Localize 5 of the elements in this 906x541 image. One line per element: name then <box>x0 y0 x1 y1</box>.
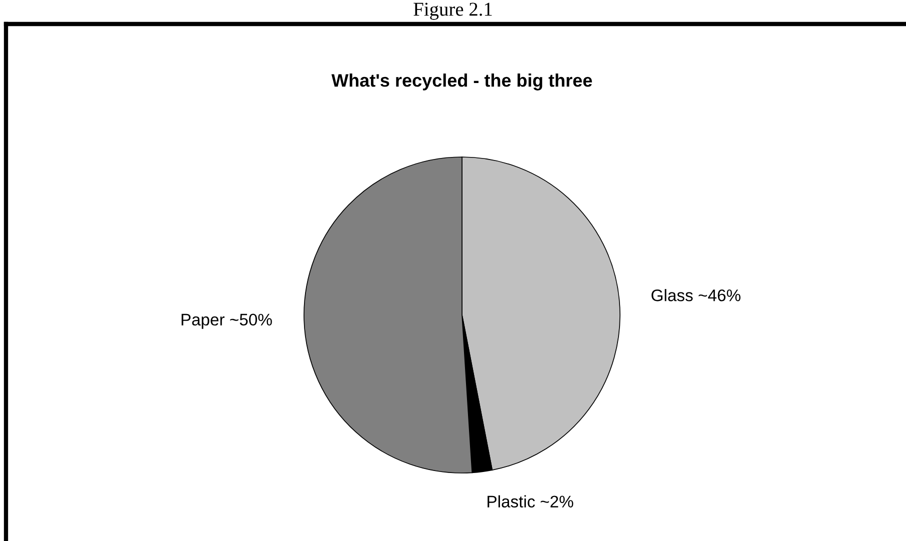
slice-label: Plastic ~2% <box>488 495 574 508</box>
slice-label: Paper ~50% <box>182 314 272 329</box>
chart-title: What's recycled - the big three <box>331 74 592 90</box>
slice-label: Glass ~46% <box>652 289 740 302</box>
caption: Figure 2.1 <box>414 2 492 20</box>
